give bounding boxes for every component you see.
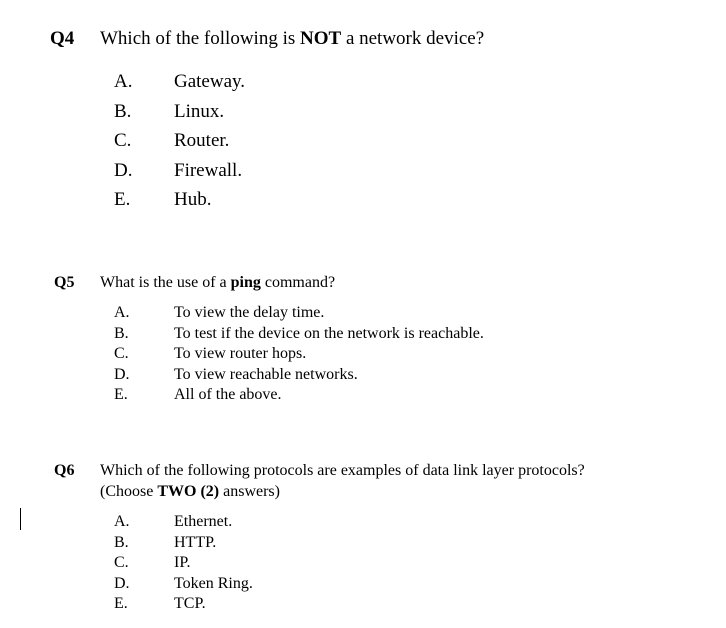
question-body: Which of the following protocols are exa… bbox=[100, 461, 698, 614]
option-d: D. To view reachable networks. bbox=[114, 365, 698, 385]
option-letter: A. bbox=[114, 67, 174, 96]
option-b: B. HTTP. bbox=[114, 533, 698, 553]
question-body: What is the use of a ping command? A. To… bbox=[100, 273, 698, 406]
option-b: B. Linux. bbox=[114, 97, 698, 126]
options-list: A. To view the delay time. B. To test if… bbox=[100, 303, 698, 405]
option-letter: B. bbox=[114, 97, 174, 126]
option-text: To view reachable networks. bbox=[174, 365, 698, 385]
question-text-bold: ping bbox=[231, 274, 261, 291]
question-text-pre: (Choose bbox=[100, 483, 157, 500]
option-letter: E. bbox=[114, 185, 174, 214]
option-letter: D. bbox=[114, 574, 174, 594]
spacer bbox=[28, 215, 698, 273]
option-letter: A. bbox=[114, 512, 174, 532]
option-c: C. Router. bbox=[114, 126, 698, 155]
option-a: A. Gateway. bbox=[114, 67, 698, 96]
option-text: Token Ring. bbox=[174, 574, 698, 594]
option-text: To view router hops. bbox=[174, 344, 698, 364]
option-text: Firewall. bbox=[174, 156, 698, 185]
question-text-bold: TWO (2) bbox=[157, 483, 219, 500]
option-letter: C. bbox=[114, 126, 174, 155]
question-text-line2: (Choose TWO (2) answers) bbox=[100, 482, 698, 502]
option-b: B. To test if the device on the network … bbox=[114, 324, 698, 344]
option-text: Ethernet. bbox=[174, 512, 698, 532]
options-list: A. Gateway. B. Linux. C. Router. D. Fire… bbox=[100, 67, 698, 214]
option-text: IP. bbox=[174, 553, 698, 573]
options-list: A. Ethernet. B. HTTP. C. IP. D. Token Ri… bbox=[100, 512, 698, 614]
question-text-bold: NOT bbox=[300, 28, 341, 49]
option-text: Gateway. bbox=[174, 67, 698, 96]
option-text: HTTP. bbox=[174, 533, 698, 553]
option-letter: B. bbox=[114, 533, 174, 553]
option-e: E. TCP. bbox=[114, 594, 698, 614]
question-text-pre: Which of the following is bbox=[100, 28, 300, 49]
option-letter: E. bbox=[114, 594, 174, 614]
question-text-post: a network device? bbox=[341, 28, 484, 49]
option-letter: C. bbox=[114, 344, 174, 364]
question-text-pre: What is the use of a bbox=[100, 274, 231, 291]
option-text: To test if the device on the network is … bbox=[174, 324, 698, 344]
question-number: Q5 bbox=[28, 273, 100, 293]
option-text: Linux. bbox=[174, 97, 698, 126]
option-letter: C. bbox=[114, 553, 174, 573]
question-q5: Q5 What is the use of a ping command? A.… bbox=[28, 273, 698, 406]
question-text-post: command? bbox=[261, 274, 335, 291]
option-e: E. All of the above. bbox=[114, 385, 698, 405]
question-text-line1: Which of the following protocols are exa… bbox=[100, 461, 698, 481]
option-e: E. Hub. bbox=[114, 185, 698, 214]
page: Q4 Which of the following is NOT a netwo… bbox=[0, 0, 726, 628]
option-text: Hub. bbox=[174, 185, 698, 214]
question-text: Which of the following is NOT a network … bbox=[100, 24, 698, 53]
option-d: D. Token Ring. bbox=[114, 574, 698, 594]
option-letter: D. bbox=[114, 365, 174, 385]
option-a: A. To view the delay time. bbox=[114, 303, 698, 323]
question-q6: Q6 Which of the following protocols are … bbox=[28, 461, 698, 614]
option-letter: E. bbox=[114, 385, 174, 405]
option-d: D. Firewall. bbox=[114, 156, 698, 185]
option-letter: D. bbox=[114, 156, 174, 185]
option-a: A. Ethernet. bbox=[114, 512, 698, 532]
option-letter: A. bbox=[114, 303, 174, 323]
option-c: C. To view router hops. bbox=[114, 344, 698, 364]
option-text: Router. bbox=[174, 126, 698, 155]
question-text-post: answers) bbox=[219, 483, 280, 500]
option-text: All of the above. bbox=[174, 385, 698, 405]
text-cursor bbox=[20, 508, 21, 530]
option-text: TCP. bbox=[174, 594, 698, 614]
option-text: To view the delay time. bbox=[174, 303, 698, 323]
question-number: Q4 bbox=[28, 24, 100, 53]
question-q4: Q4 Which of the following is NOT a netwo… bbox=[28, 24, 698, 215]
option-c: C. IP. bbox=[114, 553, 698, 573]
option-letter: B. bbox=[114, 324, 174, 344]
question-number: Q6 bbox=[28, 461, 100, 481]
question-text: What is the use of a ping command? bbox=[100, 273, 698, 293]
spacer bbox=[28, 405, 698, 461]
question-body: Which of the following is NOT a network … bbox=[100, 24, 698, 215]
